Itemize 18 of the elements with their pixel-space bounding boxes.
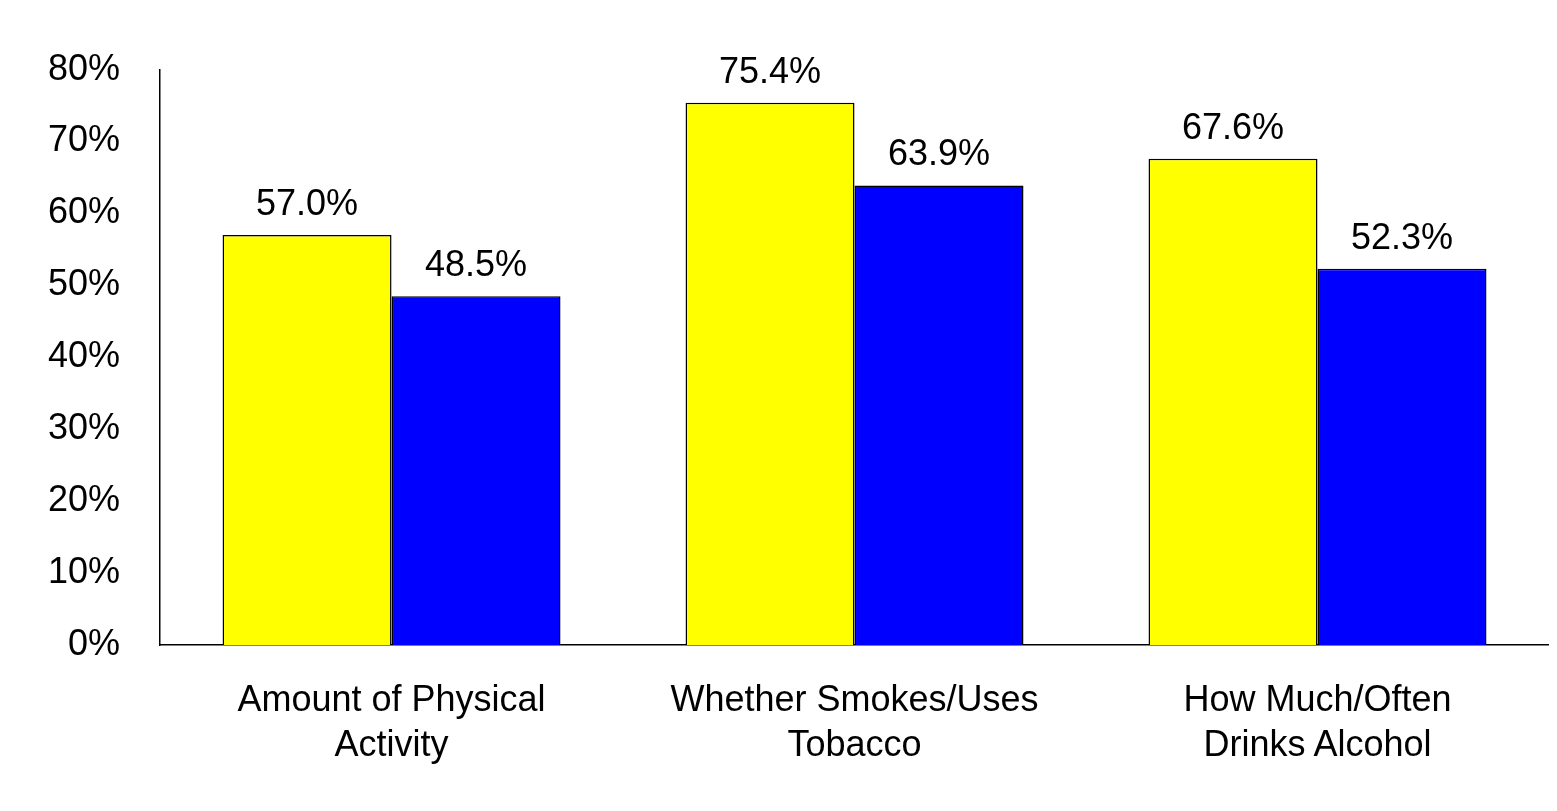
y-tick-label: 50% (47, 262, 121, 304)
data-label: 63.9% (887, 132, 991, 174)
y-tick-label: 40% (47, 334, 121, 376)
x-tick-label: How Much/Often Drinks Alcohol (1183, 678, 1452, 765)
data-label: 75.4% (718, 49, 822, 91)
y-tick-label: 0% (68, 621, 121, 663)
y-tick-label: 30% (47, 406, 121, 448)
y-tick-label: 70% (47, 118, 121, 160)
data-label: 48.5% (425, 243, 528, 285)
y-tick-label: 10% (47, 550, 121, 591)
data-label: 52.3% (1350, 215, 1454, 257)
y-tick-label: 20% (47, 478, 121, 520)
data-label: 67.6% (1181, 105, 1285, 147)
x-tick-label: Whether Smokes/Uses Tobacco (670, 678, 1039, 765)
data-label: 57.0% (256, 181, 359, 223)
x-tick-label: Amount of Physical Activity (237, 678, 546, 765)
y-tick-label: 80% (47, 46, 121, 88)
y-tick-label: 60% (47, 190, 121, 232)
